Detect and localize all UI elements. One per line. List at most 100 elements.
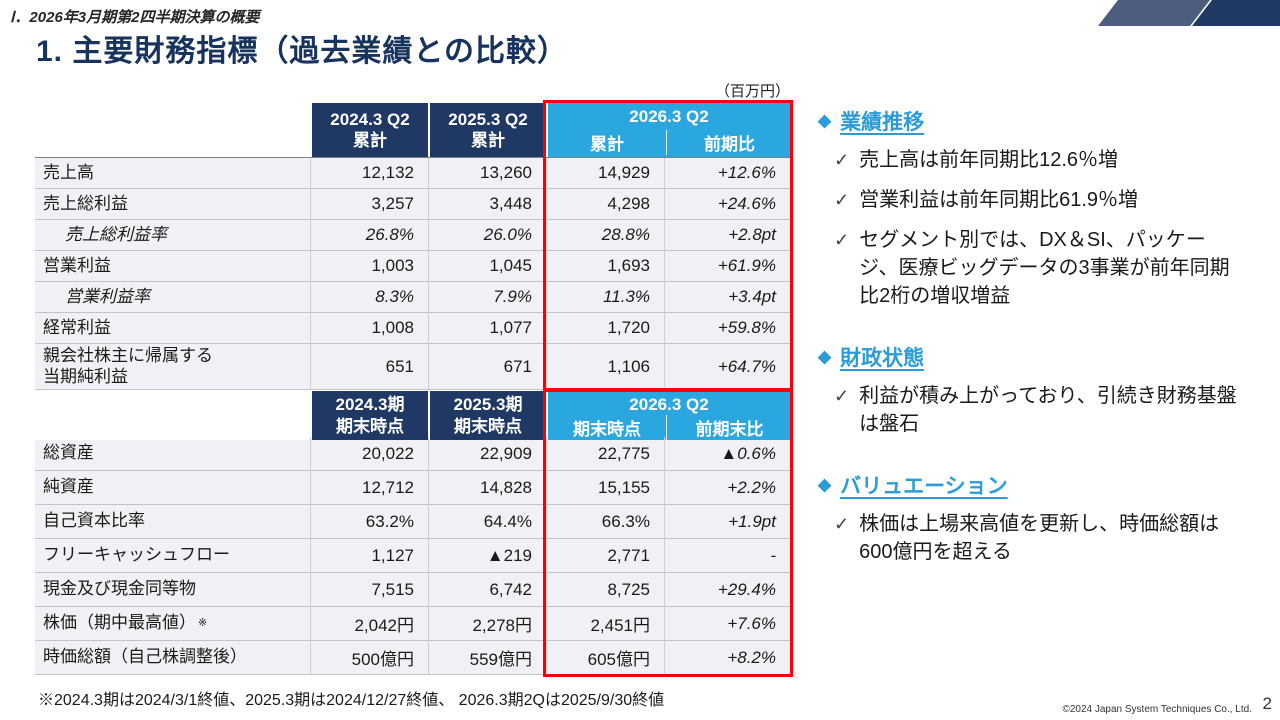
value-2025: 559億円	[428, 641, 546, 675]
value-2025: 13,260	[428, 158, 546, 189]
row-label: 総資産	[35, 437, 310, 471]
bullet-item: ✓ 株価は上場来高値を更新し、時価総額は600億円を超える	[834, 510, 1273, 566]
yoy-change: +64.7%	[664, 344, 790, 390]
header-line2: 累計	[471, 131, 505, 150]
table-row: 売上高 12,132 13,260 14,929 +12.6%	[35, 158, 790, 189]
sidebar-section-financial-position: ◆ 財政状態 ✓ 利益が積み上がっており、引続き財務基盤は盤石	[818, 342, 1273, 438]
value-2024: 8.3%	[310, 282, 428, 313]
value-2024: 651	[310, 344, 428, 390]
header-line1: 2024.3期	[335, 395, 405, 415]
column-header-fy2025: 2025.3期 期末時点	[428, 391, 546, 440]
value-2026: 22,775	[546, 437, 664, 471]
row-label: 親会社株主に帰属する 当期純利益	[35, 344, 310, 390]
table-row: 売上総利益 3,257 3,448 4,298 +24.6%	[35, 189, 790, 220]
sidebar-heading-label: 業績推移	[840, 111, 925, 134]
yoy-change: ▲0.6%	[664, 437, 790, 471]
table-row: 純資産 12,712 14,828 15,155 +2.2%	[35, 471, 790, 505]
yoy-change: +59.8%	[664, 313, 790, 344]
column-header-2025q2: 2025.3 Q2 累計	[428, 103, 546, 157]
sidebar-heading-label: 財政状態	[840, 347, 925, 370]
sidebar-heading: ◆ 財政状態	[818, 342, 1273, 372]
header-group-title: 2026.3 Q2	[629, 395, 709, 414]
header-empty-cell	[35, 103, 310, 157]
row-label: 株価（期中最高値） ※	[35, 607, 310, 641]
table-row: 営業利益率 8.3% 7.9% 11.3% +3.4pt	[35, 282, 790, 313]
yoy-change: +1.9pt	[664, 505, 790, 539]
header-subrow: 期末時点 前期末比	[548, 415, 790, 440]
bullet-item: ✓ 利益が積み上がっており、引続き財務基盤は盤石	[834, 382, 1273, 438]
sidebar-section-performance: ◆ 業績推移 ✓ 売上高は前年同期比12.6％増 ✓ 営業利益は前年同期比61.…	[818, 106, 1273, 310]
row-label: 営業利益	[35, 251, 310, 282]
yoy-change: +2.8pt	[664, 220, 790, 251]
check-icon: ✓	[834, 230, 850, 250]
value-2026: 1,693	[546, 251, 664, 282]
column-header-2026q2-group: 2026.3 Q2 期末時点 前期末比	[546, 391, 790, 440]
table-row: 売上総利益率 26.8% 26.0% 28.8% +2.8pt	[35, 220, 790, 251]
table-row: 株価（期中最高値） ※ 2,042円 2,278円 2,451円 +7.6%	[35, 607, 790, 641]
value-2024: 1,003	[310, 251, 428, 282]
row-label: 現金及び現金同等物	[35, 573, 310, 607]
value-2026: 1,720	[546, 313, 664, 344]
row-label: フリーキャッシュフロー	[35, 539, 310, 573]
header-group-title: 2026.3 Q2	[629, 107, 709, 126]
table-row: 総資産 20,022 22,909 22,775 ▲0.6%	[35, 437, 790, 471]
page-number: 2	[1262, 694, 1272, 713]
bullet-text: 営業利益は前年同期比61.9％増	[859, 189, 1139, 211]
value-2025: 14,828	[428, 471, 546, 505]
yoy-change: +61.9%	[664, 251, 790, 282]
sidebar-heading: ◆ バリュエーション	[818, 470, 1273, 500]
value-2025: ▲219	[428, 539, 546, 573]
value-2026: 28.8%	[546, 220, 664, 251]
section-label: Ⅰ．2026年3月期第2四半期決算の概要	[10, 9, 260, 26]
value-2024: 2,042円	[310, 607, 428, 641]
commentary-sidebar: ◆ 業績推移 ✓ 売上高は前年同期比12.6％増 ✓ 営業利益は前年同期比61.…	[818, 106, 1273, 598]
value-2024: 26.8%	[310, 220, 428, 251]
pl-table: 2024.3 Q2 累計 2025.3 Q2 累計 2026.3 Q2 累計 前…	[35, 103, 790, 390]
yoy-change: +12.6%	[664, 158, 790, 189]
value-2024: 3,257	[310, 189, 428, 220]
pl-table-body: 売上高 12,132 13,260 14,929 +12.6% 売上総利益 3,…	[35, 157, 790, 390]
table-row: 親会社株主に帰属する 当期純利益 651 671 1,106 +64.7%	[35, 344, 790, 390]
bullet-text: 売上高は前年同期比12.6％増	[859, 149, 1119, 171]
header-line2: 期末時点	[454, 416, 522, 436]
row-label-text: 株価（期中最高値）	[43, 613, 196, 633]
row-label: 売上総利益	[35, 189, 310, 220]
row-label: 自己資本比率	[35, 505, 310, 539]
column-header-2024q2: 2024.3 Q2 累計	[310, 103, 428, 157]
value-2025: 64.4%	[428, 505, 546, 539]
yoy-change: +29.4%	[664, 573, 790, 607]
diamond-icon: ◆	[818, 347, 832, 366]
value-2026: 15,155	[546, 471, 664, 505]
row-label: 経常利益	[35, 313, 310, 344]
value-2026: 11.3%	[546, 282, 664, 313]
value-2024: 12,712	[310, 471, 428, 505]
bullet-item: ✓ 営業利益は前年同期比61.9％増	[834, 186, 1273, 214]
header-sub-cumulative: 累計	[590, 134, 624, 154]
value-2024: 63.2%	[310, 505, 428, 539]
bs-table: 2024.3期 期末時点 2025.3期 期末時点 2026.3 Q2 期末時点…	[35, 391, 790, 675]
bullet-text: 株価は上場来高値を更新し、時価総額は600億円を超える	[859, 513, 1220, 563]
check-icon: ✓	[834, 190, 850, 210]
value-2026: 605億円	[546, 641, 664, 675]
row-label: 売上総利益率	[35, 220, 310, 251]
page-title: 1. 主要財務指標（過去業績との比較）	[36, 35, 569, 68]
value-2025: 3,448	[428, 189, 546, 220]
table-row: 現金及び現金同等物 7,515 6,742 8,725 +29.4%	[35, 573, 790, 607]
header-sub-period-end: 期末時点	[573, 420, 641, 439]
row-label: 純資産	[35, 471, 310, 505]
diamond-icon: ◆	[818, 475, 832, 494]
check-icon: ✓	[834, 386, 850, 406]
bullet-item: ✓ セグメント別では、DX＆SI、パッケージ、医療ビッグデータの3事業が前年同期…	[834, 226, 1273, 310]
table-row: 営業利益 1,003 1,045 1,693 +61.9%	[35, 251, 790, 282]
bullet-item: ✓ 売上高は前年同期比12.6％増	[834, 146, 1273, 174]
header-sub-yoy: 前期比	[666, 129, 792, 155]
header-sub-change: 前期末比	[666, 415, 792, 440]
diamond-icon: ◆	[818, 111, 832, 130]
header-subrow: 累計 前期比	[548, 127, 790, 157]
yoy-change: -	[664, 539, 790, 573]
value-2025: 1,077	[428, 313, 546, 344]
check-icon: ✓	[834, 514, 850, 534]
value-2024: 7,515	[310, 573, 428, 607]
value-2026: 66.3%	[546, 505, 664, 539]
